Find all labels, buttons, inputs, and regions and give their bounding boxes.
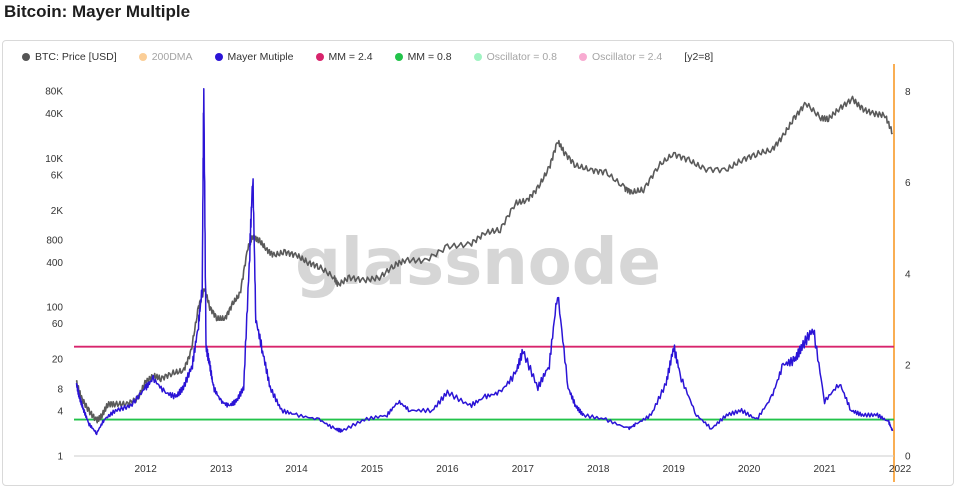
legend-dot-icon [138, 53, 147, 61]
legend-label: 200DMA [151, 51, 193, 63]
x-tick-label: 2017 [512, 464, 535, 475]
legend-dot-icon [394, 53, 403, 61]
y-left-tick-label: 8 [57, 384, 63, 395]
legend-item[interactable]: 200DMA [138, 51, 193, 63]
y-left-tick-label: 1 [57, 452, 63, 463]
y-left-tick-label: 20 [52, 355, 64, 366]
x-tick-label: 2019 [663, 464, 686, 475]
legend-item[interactable]: [y2=8] [684, 51, 713, 63]
x-tick-label: 2013 [210, 464, 233, 475]
mayer-multiple-series-line [75, 87, 894, 436]
legend-label: MM = 2.4 [328, 51, 373, 63]
reference-lines [74, 345, 894, 421]
x-tick-label: 2021 [813, 464, 836, 475]
legend-dot-icon [22, 53, 30, 61]
legend: BTC: Price [USD] 200DMA Mayer Mutiple MM = … [22, 51, 735, 63]
y-left-tick-label: 800 [46, 235, 63, 246]
y-left-tick-label: 60 [52, 319, 64, 330]
y-axis-right: 0 2 4 6 8 [893, 64, 911, 482]
chart-panel [2, 40, 954, 486]
legend-dot-icon [473, 53, 482, 61]
legend-item[interactable]: MM = 0.8 [394, 51, 452, 63]
legend-dot-icon [578, 53, 587, 61]
legend-label: BTC: Price [USD] [35, 51, 117, 63]
x-tick-label: 2015 [361, 464, 384, 475]
x-tick-label: 2020 [738, 464, 761, 475]
y-right-tick-label: 6 [905, 178, 911, 189]
legend-label: MM = 0.8 [407, 51, 452, 63]
legend-item[interactable]: Oscillator = 0.8 [473, 51, 557, 63]
page-title: Bitcoin: Mayer Multiple [4, 2, 191, 21]
y-axis-left: 1 4 8 20 60 100 400 800 2K 6K 10K 40K 80K [45, 87, 63, 463]
y-left-tick-label: 40K [45, 109, 63, 120]
x-tick-label: 2016 [436, 464, 459, 475]
y-right-tick-label: 0 [905, 452, 911, 463]
legend-label: [y2=8] [684, 51, 714, 63]
x-axis: 2012 2013 2014 2015 2016 2017 2018 2019 2020 2021… [74, 455, 912, 475]
y-right-tick-label: 8 [905, 87, 911, 98]
y-right-tick-label: 4 [905, 269, 911, 280]
x-tick-label: 2022 [889, 464, 912, 475]
y-left-tick-label: 6K [51, 170, 64, 181]
y-left-tick-label: 4 [57, 407, 63, 418]
legend-dot-icon [315, 53, 324, 61]
legend-label: Mayer Mutiple [227, 51, 294, 63]
y-left-tick-label: 10K [45, 154, 63, 165]
y-left-tick-label: 400 [46, 258, 63, 269]
legend-dot-icon [214, 53, 223, 61]
legend-item[interactable]: Oscillator = 2.4 [578, 51, 663, 63]
legend-label: Oscillator = 0.8 [486, 51, 557, 63]
y-left-tick-label: 2K [51, 206, 64, 217]
y-left-tick-label: 100 [46, 303, 63, 314]
legend-label: Oscillator = 2.4 [591, 51, 663, 63]
legend-item[interactable]: Mayer Mutiple [214, 51, 294, 63]
legend-item[interactable]: MM = 2.4 [315, 51, 373, 63]
x-tick-label: 2014 [285, 464, 308, 475]
x-tick-label: 2012 [135, 464, 158, 475]
series-layer [75, 87, 894, 436]
legend-item[interactable]: BTC: Price [USD] [22, 51, 117, 63]
x-tick-label: 2018 [587, 464, 610, 475]
price-series-line [75, 95, 894, 424]
y-right-tick-label: 2 [905, 360, 911, 371]
watermark: glassnode [295, 226, 661, 300]
y-left-tick-label: 80K [45, 87, 63, 98]
